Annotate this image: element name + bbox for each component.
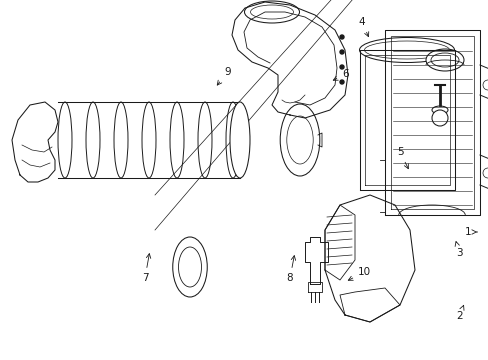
Text: 6: 6 — [333, 69, 348, 80]
Ellipse shape — [431, 106, 447, 114]
Circle shape — [339, 35, 343, 39]
Text: 1: 1 — [464, 227, 476, 237]
Text: 7: 7 — [142, 254, 150, 283]
Ellipse shape — [286, 116, 312, 164]
Text: 9: 9 — [217, 67, 230, 85]
Text: 4: 4 — [358, 17, 368, 37]
Text: 10: 10 — [347, 267, 370, 280]
Text: 8: 8 — [286, 256, 295, 283]
Ellipse shape — [364, 41, 448, 59]
Text: 2: 2 — [455, 305, 463, 321]
Ellipse shape — [430, 53, 458, 67]
Ellipse shape — [250, 5, 293, 19]
Ellipse shape — [244, 1, 299, 23]
Ellipse shape — [172, 237, 207, 297]
Circle shape — [431, 110, 447, 126]
Circle shape — [339, 50, 343, 54]
Ellipse shape — [425, 49, 463, 71]
Circle shape — [339, 65, 343, 69]
Ellipse shape — [178, 247, 201, 287]
Text: 5: 5 — [396, 147, 407, 169]
Circle shape — [339, 80, 343, 84]
Text: 3: 3 — [454, 242, 462, 258]
Ellipse shape — [359, 37, 453, 63]
Ellipse shape — [229, 102, 249, 178]
Ellipse shape — [280, 104, 319, 176]
